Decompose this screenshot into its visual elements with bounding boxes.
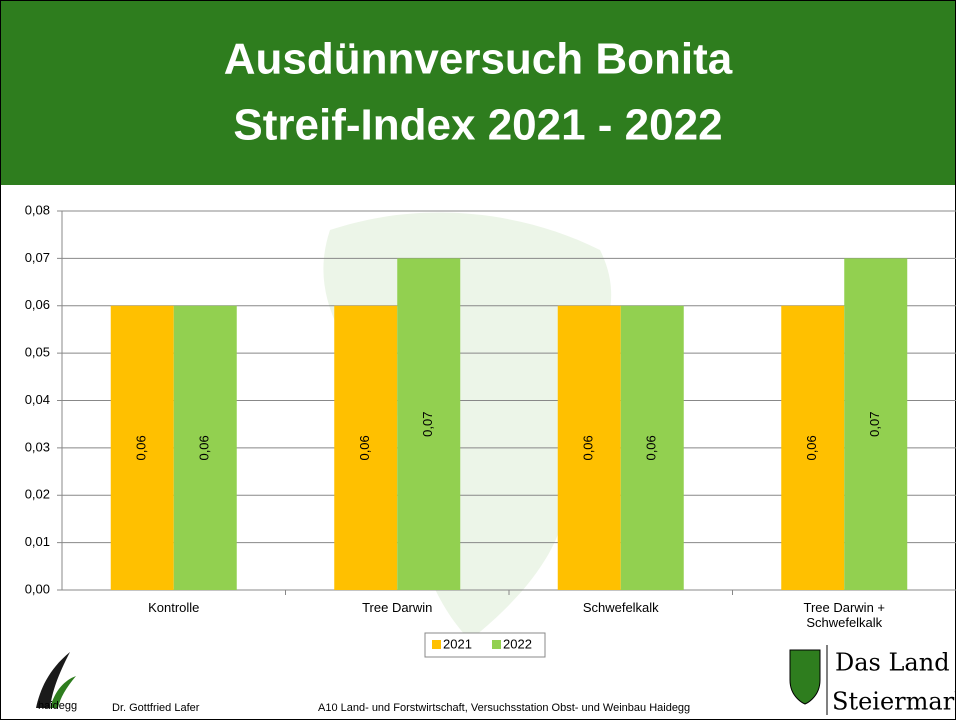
y-tick-label: 0,03 [25,439,50,454]
value-label: 0,06 [644,435,659,460]
y-tick-label: 0,06 [25,297,50,312]
x-tick-label: Tree Darwin + Schwefelkalk [789,600,899,630]
legend-label: 2022 [503,636,532,651]
coat-of-arms [790,650,820,704]
value-label: 0,06 [804,435,819,460]
value-label: 0,07 [867,412,882,437]
chart-title: Ausdünnversuch Bonita [224,35,733,84]
brand-line: Steiermark [832,688,956,716]
value-label: 0,06 [197,435,212,460]
x-tick-label: Tree Darwin [297,600,497,615]
value-label: 0,06 [357,435,372,460]
y-tick-label: 0,07 [25,250,50,265]
y-tick-label: 0,02 [25,487,50,502]
legend-swatch [432,640,441,649]
author: Dr. Gottfried Lafer [112,702,200,714]
value-label: 0,06 [581,435,596,460]
legend-swatch [492,640,501,649]
header-band [0,0,956,185]
brand-line: Das Land [835,649,950,677]
value-label: 0,06 [134,435,149,460]
y-tick-label: 0,01 [25,534,50,549]
x-tick-label: Schwefelkalk [521,600,721,615]
value-label: 0,07 [420,412,435,437]
y-tick-label: 0,00 [25,581,50,596]
x-tick-label: Kontrolle [74,600,274,615]
logo-text: haidegg [38,700,77,712]
y-tick-label: 0,05 [25,345,50,360]
slide: Ausdünnversuch Bonita Streif-Index 2021 … [0,0,956,720]
chart-subtitle: Streif-Index 2021 - 2022 [233,101,722,150]
y-tick-label: 0,08 [25,202,50,217]
y-tick-label: 0,04 [25,392,50,407]
legend-label: 2021 [443,636,472,651]
institution: A10 Land- und Forstwirtschaft, Versuchss… [318,702,690,714]
